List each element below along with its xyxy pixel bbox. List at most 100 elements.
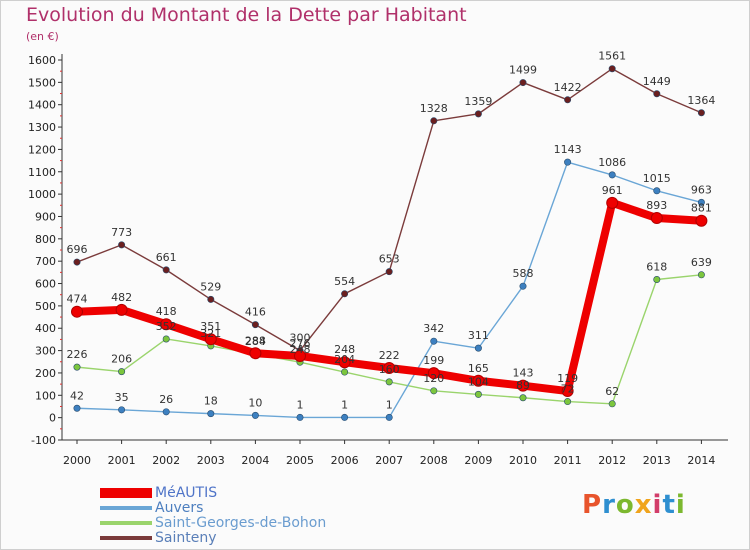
chart-title: Evolution du Montant de la Dette par Hab…	[26, 4, 467, 26]
data-point	[608, 400, 616, 408]
data-point	[606, 196, 619, 209]
data-point	[162, 408, 170, 416]
y-tick-label: 100	[35, 389, 56, 402]
data-point	[474, 344, 482, 352]
data-label: 1364	[687, 94, 715, 107]
data-point	[653, 187, 661, 195]
y-tick-label: 1100	[28, 166, 56, 179]
legend-label: MéAUTIS	[155, 485, 218, 501]
y-tick-label: 1500	[28, 76, 56, 89]
data-point	[427, 367, 440, 380]
data-point	[204, 333, 217, 346]
x-tick-label: 2004	[241, 454, 269, 467]
data-label: 165	[468, 362, 489, 375]
data-label: 474	[67, 293, 88, 306]
data-label: 10	[248, 396, 262, 409]
data-label: 204	[334, 353, 355, 366]
data-label: 288	[245, 334, 266, 347]
y-tick-label: 400	[35, 322, 56, 335]
data-point	[73, 258, 81, 266]
data-label: 554	[334, 275, 355, 288]
data-point	[472, 374, 485, 387]
data-point	[385, 268, 393, 276]
data-label: 618	[646, 261, 667, 274]
x-tick-label: 2005	[286, 454, 314, 467]
data-point	[296, 413, 304, 421]
data-point	[561, 385, 574, 398]
data-label: 143	[513, 367, 534, 380]
data-label: 351	[200, 320, 221, 333]
data-label: 1143	[554, 143, 582, 156]
chart-unit-label: (en €)	[26, 30, 59, 43]
data-point	[341, 413, 349, 421]
x-tick-label: 2006	[331, 454, 359, 467]
data-label: 639	[691, 256, 712, 269]
data-label: 300	[290, 332, 311, 345]
y-tick-label: 1400	[28, 99, 56, 112]
data-point	[118, 368, 126, 376]
y-tick-label: -100	[31, 434, 56, 447]
data-label: 42	[70, 389, 84, 402]
y-tick-label: 900	[35, 210, 56, 223]
data-label: 893	[646, 199, 667, 212]
chart-points	[71, 65, 708, 421]
data-label: 418	[156, 305, 177, 318]
data-label: 199	[423, 354, 444, 367]
data-label: 120	[423, 372, 444, 385]
data-label: 661	[156, 251, 177, 264]
data-point	[383, 362, 396, 375]
data-label: 321	[200, 327, 221, 340]
chart-axes: -100 0 100 200 300 400 500 600 700 800 900 1000 1100…	[28, 54, 728, 467]
data-point	[430, 387, 438, 395]
data-label: 961	[602, 184, 623, 197]
data-label: 1	[386, 398, 393, 411]
data-point	[519, 79, 527, 87]
data-point	[653, 276, 661, 284]
legend-swatch	[100, 536, 152, 540]
legend-label: Saint-Georges-de-Bohon	[155, 515, 327, 531]
data-label: 482	[111, 291, 132, 304]
data-label: 311	[468, 329, 489, 342]
data-label: 1499	[509, 64, 537, 77]
data-point	[162, 335, 170, 343]
data-label: 1359	[464, 95, 492, 108]
y-tick-label: 500	[35, 300, 56, 313]
data-point	[207, 295, 215, 303]
data-point	[207, 410, 215, 418]
data-label: 1422	[554, 81, 582, 94]
data-label: 248	[334, 343, 355, 356]
data-label: 529	[200, 280, 221, 293]
data-point	[474, 110, 482, 118]
data-point	[697, 271, 705, 279]
y-tick-label: 1200	[28, 143, 56, 156]
y-tick-label: 200	[35, 367, 56, 380]
data-point	[115, 303, 128, 316]
data-label: 104	[468, 375, 489, 388]
x-tick-label: 2011	[554, 454, 582, 467]
legend-label: Sainteny	[155, 530, 217, 546]
legend-swatch	[100, 488, 152, 498]
x-tick-label: 2007	[375, 454, 403, 467]
data-label: 881	[691, 202, 712, 215]
data-label: 18	[204, 395, 218, 408]
data-point	[519, 282, 527, 290]
data-label: 1	[297, 398, 304, 411]
y-tick-label: 700	[35, 255, 56, 268]
data-point	[608, 171, 616, 179]
data-label: 62	[605, 385, 619, 398]
y-tick-label: 800	[35, 233, 56, 246]
x-tick-label: 2008	[420, 454, 448, 467]
data-label: 696	[67, 243, 88, 256]
legend-label: Auvers	[155, 500, 204, 516]
y-tick-label: 300	[35, 345, 56, 358]
data-label: 119	[557, 372, 578, 385]
data-label: 276	[290, 337, 311, 350]
data-label: 1328	[420, 102, 448, 115]
data-label: 1449	[643, 75, 671, 88]
y-tick-label: 1300	[28, 121, 56, 134]
data-point	[430, 117, 438, 125]
x-tick-label: 2012	[598, 454, 626, 467]
data-label: 342	[423, 322, 444, 335]
data-point	[160, 318, 173, 331]
data-point	[73, 404, 81, 412]
